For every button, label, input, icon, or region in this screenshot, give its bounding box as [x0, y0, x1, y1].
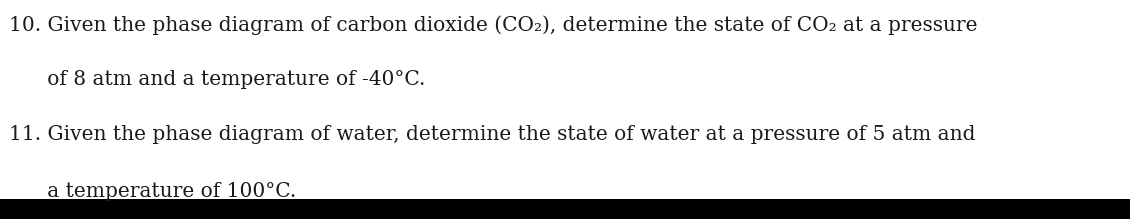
Text: of 8 atm and a temperature of -40°C.: of 8 atm and a temperature of -40°C.: [9, 70, 425, 89]
FancyBboxPatch shape: [0, 199, 1130, 219]
Text: 11. Given the phase diagram of water, determine the state of water at a pressure: 11. Given the phase diagram of water, de…: [9, 125, 975, 144]
Text: 10. Given the phase diagram of carbon dioxide (CO₂), determine the state of CO₂ : 10. Given the phase diagram of carbon di…: [9, 15, 977, 35]
Text: a temperature of 100°C.: a temperature of 100°C.: [9, 182, 296, 201]
